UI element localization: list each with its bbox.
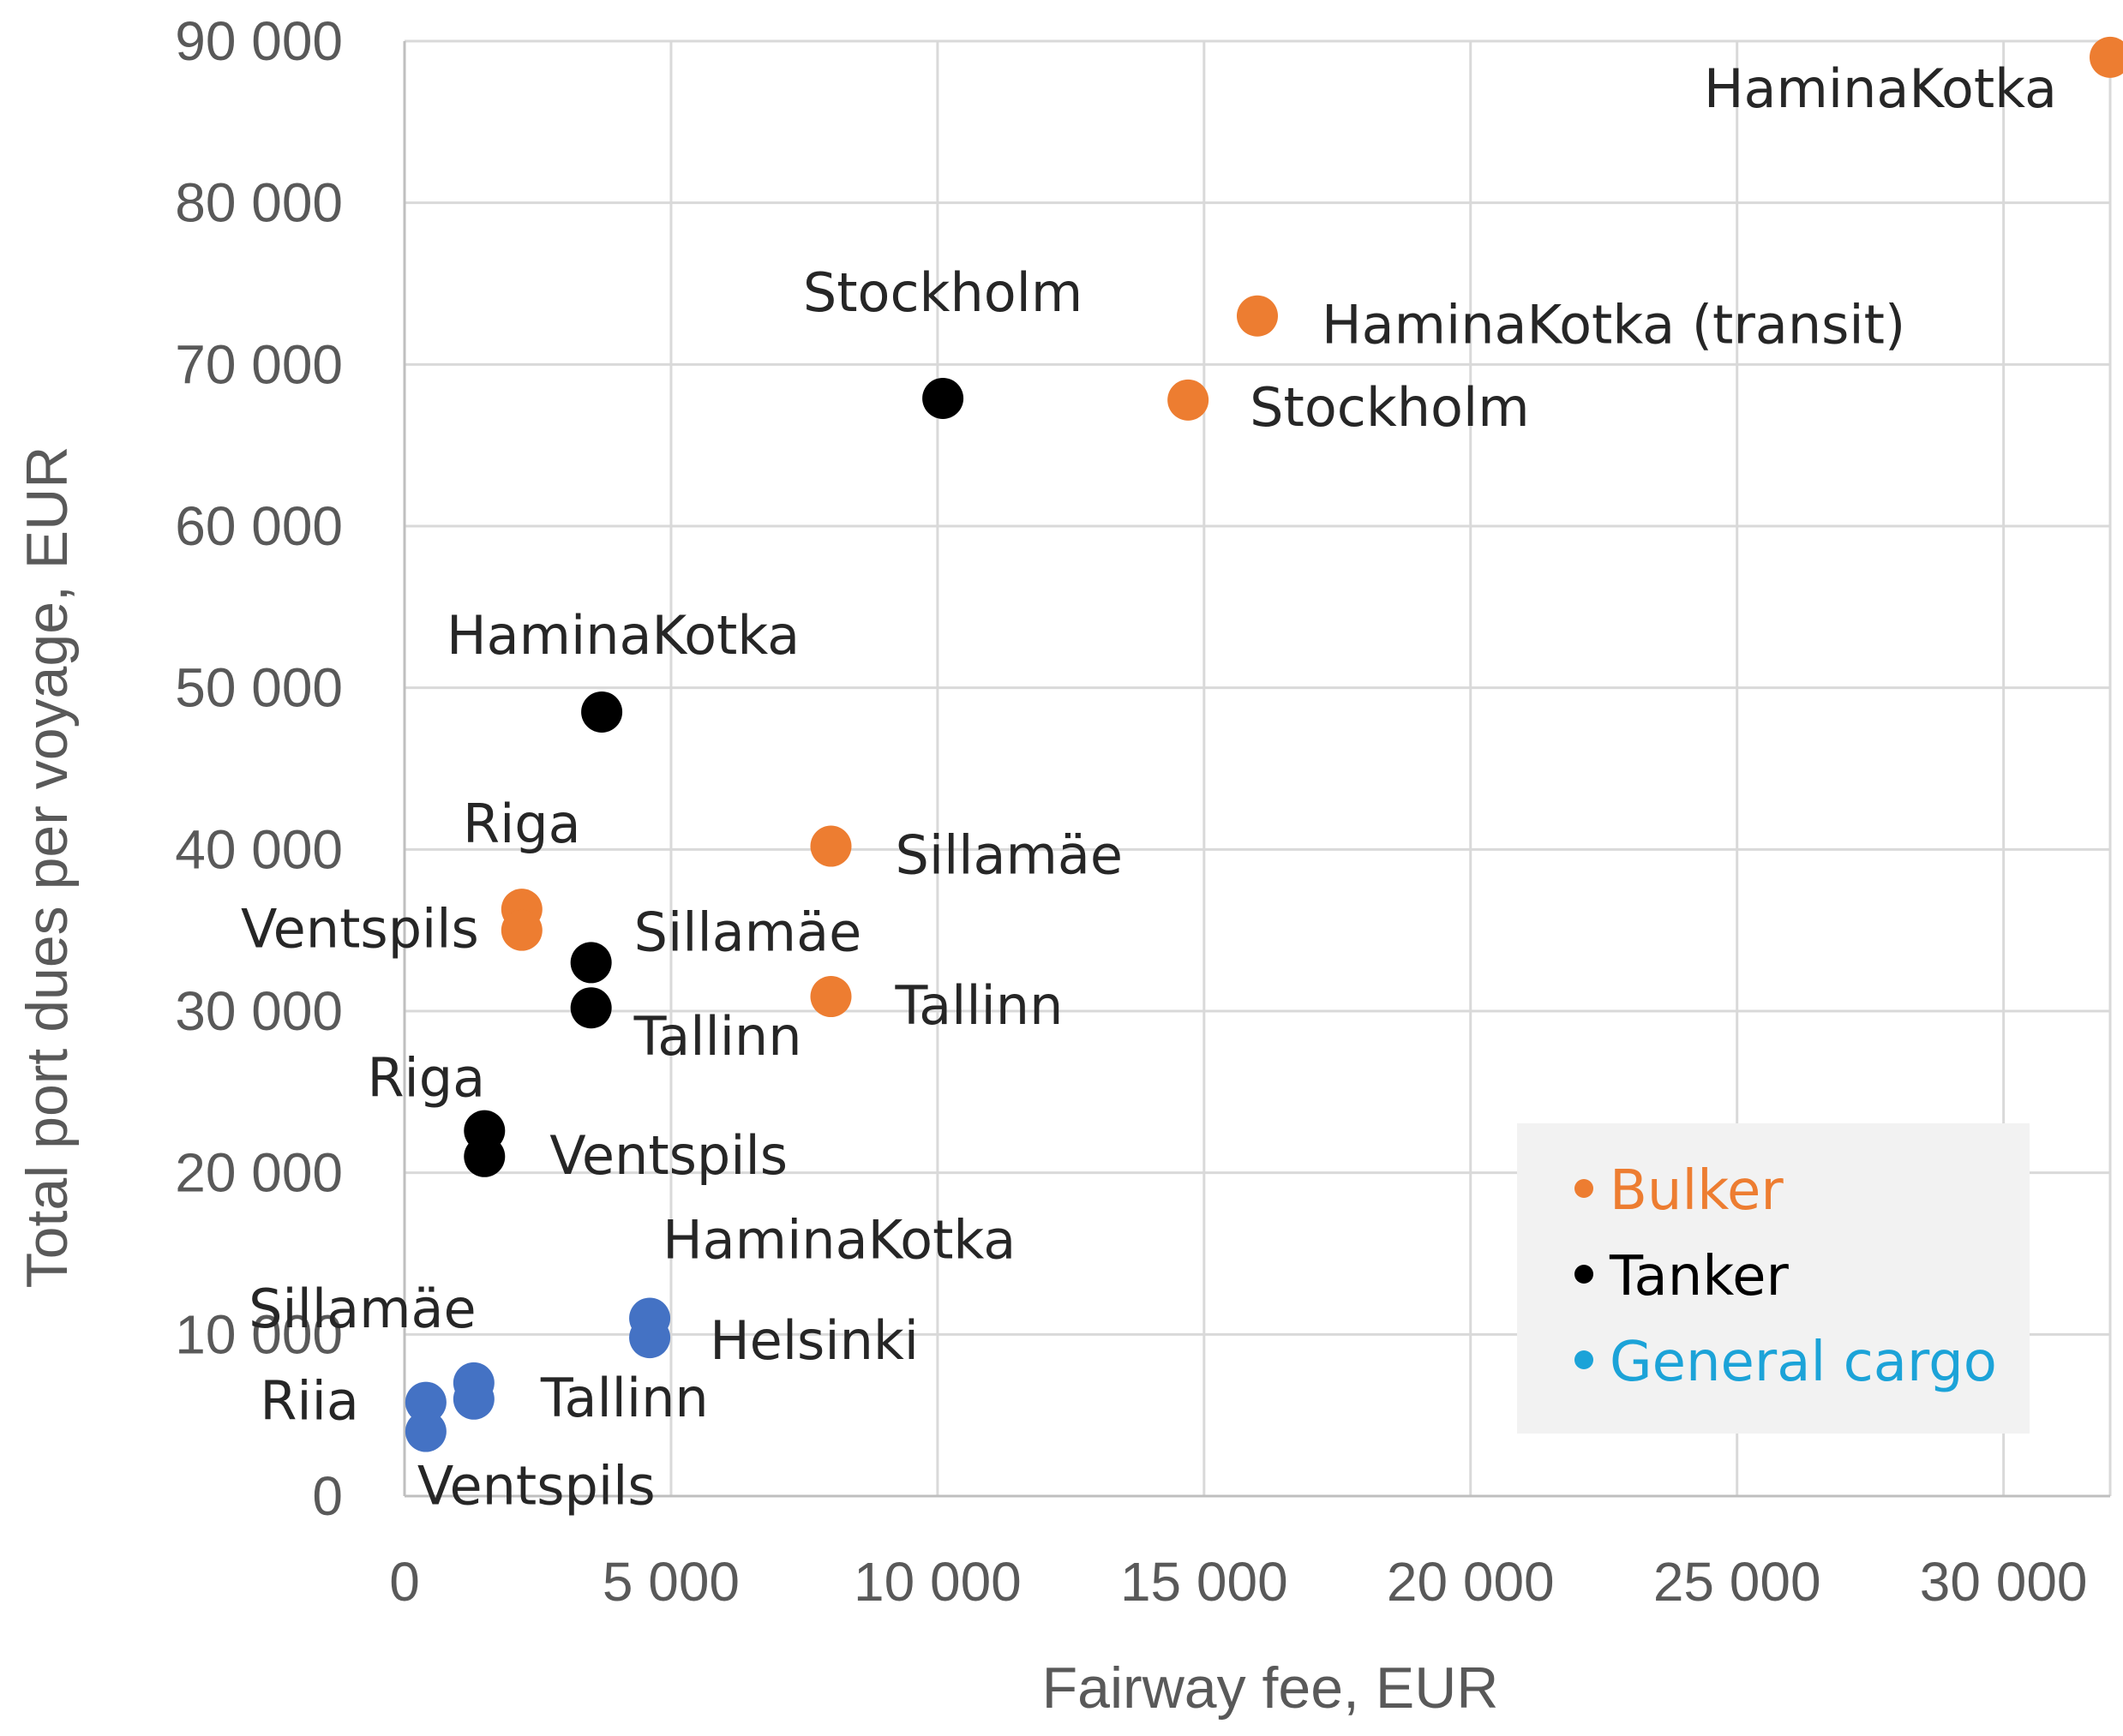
bulker-point — [2090, 36, 2123, 78]
legend-box — [1517, 1123, 2030, 1434]
x-axis-title: Fairway fee, EUR — [1042, 1655, 1499, 1721]
tanker-point — [464, 1135, 506, 1177]
legend-label: Bulker — [1610, 1159, 1784, 1223]
legend-marker — [1574, 1350, 1593, 1369]
tanker-point — [581, 691, 623, 733]
bulker-point-label: Ventspils — [241, 898, 479, 961]
tanker-point-label: Ventspils — [549, 1124, 788, 1187]
bulker-point-label: HaminaKotka (transit) — [1322, 294, 1905, 356]
y-tick-label: 20 000 — [175, 1142, 343, 1204]
general-cargo-point — [405, 1410, 447, 1452]
y-tick-label: 80 000 — [175, 172, 343, 234]
y-axis-ticks: 0 10 000 20 000 30 000 40 000 50 000 60 000 70 … — [175, 10, 343, 1527]
bulker-point — [501, 909, 543, 951]
legend-label: General cargo — [1610, 1331, 1997, 1394]
legend-marker — [1574, 1179, 1593, 1198]
y-tick-label: 50 000 — [175, 657, 343, 719]
y-tick-label: 70 000 — [175, 333, 343, 395]
data-labels: HaminaKotka HaminaKotka (transit) Stockhol… — [241, 57, 2057, 1518]
general-cargo-point-label: HaminaKotka — [663, 1208, 1016, 1271]
tanker-point — [570, 942, 612, 984]
y-tick-label: 10 000 — [175, 1303, 343, 1365]
tanker-point-label: Sillamäe — [634, 901, 862, 963]
y-tick-label: 0 — [312, 1465, 343, 1527]
bulker-point — [810, 825, 852, 867]
bulker-point-label: Sillamäe — [896, 824, 1124, 887]
general-cargo-point — [629, 1317, 671, 1359]
x-tick-label: 30 000 — [1920, 1551, 2088, 1613]
y-tick-label: 90 000 — [175, 10, 343, 72]
tanker-point-label: HaminaKotka — [447, 604, 800, 667]
axes — [403, 41, 2110, 1498]
legend-label: Tanker — [1609, 1245, 1789, 1308]
x-tick-label: 10 000 — [854, 1551, 1022, 1613]
x-tick-label: 5 000 — [603, 1551, 740, 1613]
tanker-point-label: Riga — [367, 1047, 485, 1110]
bulker-point-label: HaminaKotka — [1704, 57, 2057, 120]
y-tick-label: 30 000 — [175, 980, 343, 1042]
tanker-point-label: Tallinn — [633, 1005, 802, 1068]
bulker-point — [1237, 295, 1278, 337]
general-cargo-point-label: Sillamäe — [249, 1278, 477, 1340]
x-tick-label: 25 000 — [1653, 1551, 1821, 1613]
general-cargo-point-label: Tallinn — [540, 1367, 709, 1429]
bulker-point — [810, 976, 852, 1018]
bulker-point-label: Tallinn — [895, 974, 1064, 1037]
data-points — [405, 36, 2123, 1452]
x-axis-ticks: 0 5 000 10 000 15 000 20 000 25 000 30 000 — [389, 1551, 2087, 1613]
bulker-point — [1167, 379, 1209, 421]
general-cargo-point — [405, 1381, 447, 1423]
general-cargo-point-label: Helsinki — [710, 1309, 919, 1372]
general-cargo-point-label: Riia — [260, 1370, 359, 1433]
y-axis-title: Total port dues per voyage, EUR — [15, 446, 80, 1289]
legend: Bulker Tanker General cargo — [1517, 1123, 2030, 1434]
x-tick-label: 20 000 — [1387, 1551, 1555, 1613]
legend-marker — [1574, 1265, 1593, 1284]
bulker-point-label: Stockholm — [1250, 376, 1529, 439]
general-cargo-point — [453, 1378, 495, 1420]
tanker-point — [922, 377, 964, 419]
x-tick-label: 0 — [389, 1551, 420, 1613]
y-tick-label: 40 000 — [175, 818, 343, 880]
general-cargo-point-label: Ventspils — [417, 1455, 656, 1518]
tanker-point — [570, 987, 612, 1029]
tanker-point-label: Stockholm — [803, 261, 1082, 324]
y-tick-label: 60 000 — [175, 495, 343, 557]
x-tick-label: 15 000 — [1120, 1551, 1288, 1613]
bulker-point-label: Riga — [463, 793, 581, 855]
